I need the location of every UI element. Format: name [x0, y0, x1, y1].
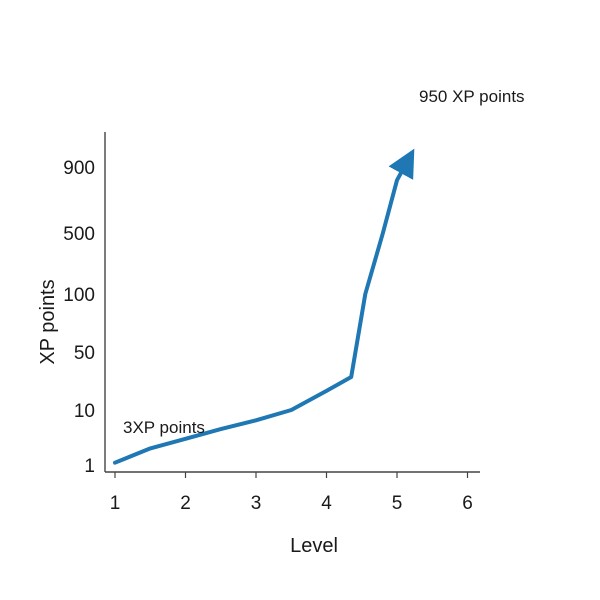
series-layer — [113, 148, 415, 465]
x-tick-label: 4 — [321, 493, 332, 514]
series-line — [113, 148, 415, 465]
x-tick-label: 2 — [180, 493, 191, 514]
y-tick-label: 100 — [63, 285, 95, 306]
y-tick-label: 900 — [63, 158, 95, 179]
end-value-annotation: 950 XP points — [419, 87, 525, 106]
x-tick-label: 5 — [392, 493, 403, 514]
start-value-annotation: 3XP points — [123, 418, 205, 437]
x-tick-label: 1 — [110, 493, 121, 514]
x-tick-label: 6 — [462, 493, 473, 514]
y-tick-label: 500 — [63, 224, 95, 245]
x-axis-ticks: 1 2 3 4 5 6 — [110, 472, 473, 514]
y-tick-label: 10 — [74, 401, 95, 422]
y-axis-ticks: 1 10 50 100 500 900 — [63, 158, 95, 477]
annotation-layer: 3XP points 950 XP points — [123, 87, 525, 437]
x-axis-title: Level — [290, 535, 338, 557]
y-tick-label: 50 — [74, 343, 95, 364]
y-tick-label: 1 — [84, 456, 95, 477]
y-axis-title: XP points — [37, 279, 59, 364]
x-tick-label: 3 — [251, 493, 262, 514]
